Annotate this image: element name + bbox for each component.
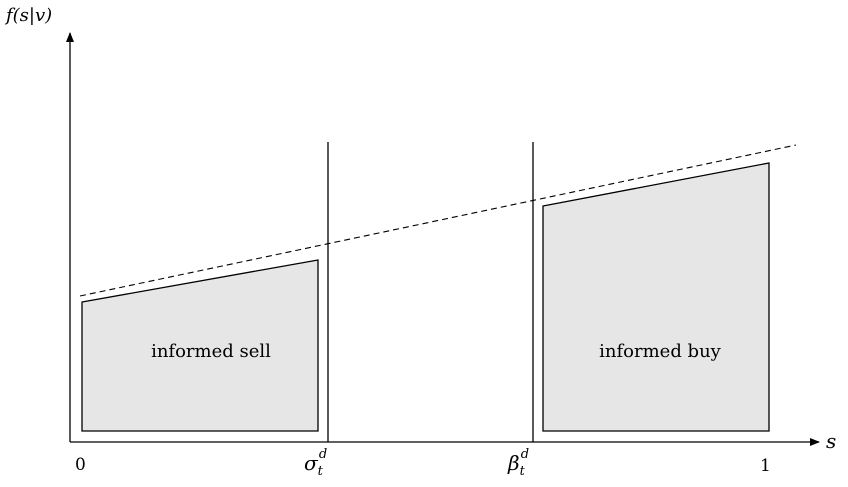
y-axis-label: f(s|v) [4, 5, 52, 26]
sigma-symbol: σ [304, 451, 319, 475]
informed-sell-label: informed sell [151, 341, 271, 362]
informed-buy-label: informed buy [599, 341, 722, 362]
informed-sell-region [81, 259, 319, 432]
beta-symbol: β [507, 451, 520, 475]
sigma-superscript: d [319, 447, 327, 462]
tick-label-beta: βtd [507, 447, 529, 479]
tick-label-one: 1 [760, 456, 771, 476]
beta-subscript: t [520, 464, 526, 479]
sigma-subscript: t [318, 464, 324, 479]
informed-buy-region [542, 162, 770, 432]
x-axis-label: s [826, 429, 836, 453]
beta-superscript: d [521, 447, 529, 462]
tick-label-sigma: σtd [304, 447, 327, 479]
tick-label-zero: 0 [75, 455, 86, 475]
density-dashed-line [79, 144, 797, 297]
